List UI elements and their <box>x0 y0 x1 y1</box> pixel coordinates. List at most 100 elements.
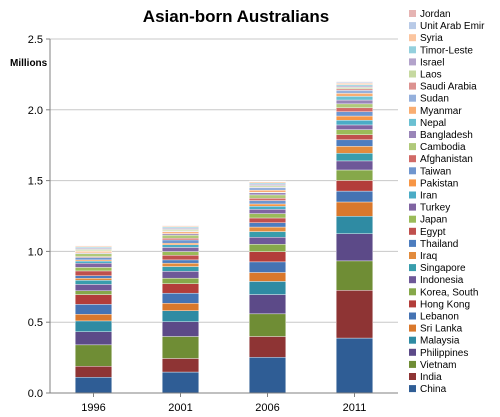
x-tick-label: 2011 <box>343 402 367 414</box>
legend-item: Afghanistan <box>409 154 473 165</box>
y-tick-label: 2.5 <box>28 34 43 46</box>
legend-label: Bangladesh <box>420 130 473 141</box>
legend-swatch <box>409 348 416 356</box>
bar-segment <box>249 336 286 358</box>
bar-segment <box>75 344 112 367</box>
bar-segment <box>336 216 373 234</box>
legend-item: Laos <box>409 70 442 81</box>
bar-segment <box>75 331 112 346</box>
bar-segment <box>162 251 199 256</box>
bar-segment <box>249 209 286 214</box>
bar-segment <box>162 271 199 279</box>
legend-label: Nepal <box>420 118 446 129</box>
bar-segment <box>162 238 199 241</box>
legend-item: Israel <box>409 57 444 68</box>
legend-label: Laos <box>420 70 442 81</box>
legend-item: Syria <box>409 33 443 44</box>
legend-item: China <box>409 384 447 395</box>
legend-item: Iraq <box>409 251 437 262</box>
legend-swatch <box>409 34 416 42</box>
bar-segment <box>75 260 112 264</box>
bar-segment <box>249 357 286 394</box>
legend-swatch <box>409 203 416 211</box>
bar-segment <box>75 290 112 295</box>
bar-segment <box>336 81 373 83</box>
bar-segment <box>336 107 373 112</box>
legend-label: Hong Kong <box>420 299 470 310</box>
bar-segment <box>75 304 112 315</box>
y-tick-label: 1.0 <box>28 246 43 258</box>
bar-segment <box>249 190 286 193</box>
bar-segment <box>249 272 286 282</box>
bar-segment <box>336 134 373 141</box>
x-tick-label: 1996 <box>81 402 105 414</box>
bar-segment <box>249 198 286 201</box>
bar-segment <box>75 320 112 332</box>
bar-segment <box>336 201 373 217</box>
bar-segment <box>249 244 286 252</box>
legend-swatch <box>409 336 416 344</box>
bar-segment <box>249 222 286 228</box>
bar-segment <box>336 146 373 154</box>
legend-label: Timor-Leste <box>420 45 473 56</box>
y-axis-label: Millions <box>10 58 48 69</box>
bar-segment <box>75 270 112 276</box>
bar-segment <box>75 284 112 291</box>
legend-swatch <box>409 373 416 380</box>
legend-swatch <box>409 131 416 138</box>
bar-segment <box>249 231 286 238</box>
bar-segment <box>336 290 373 339</box>
legend-swatch <box>409 10 416 17</box>
axes <box>46 38 398 397</box>
legend-label: Thailand <box>420 239 458 250</box>
legend-label: Korea, South <box>420 287 478 298</box>
bar-segment <box>336 139 373 147</box>
bar-segment <box>249 313 286 337</box>
bar-segment <box>162 259 199 264</box>
bar-segment <box>336 111 373 117</box>
bar-segment <box>336 120 373 126</box>
legend-label: Sudan <box>420 94 449 105</box>
chart-title: Asian-born Australians <box>143 7 329 26</box>
bar-segment <box>336 85 373 88</box>
bar-segment <box>162 242 199 245</box>
bar-segment <box>75 278 112 281</box>
legend-swatch <box>409 70 416 78</box>
y-tick-label: 1.5 <box>28 176 43 188</box>
legend-item: Egypt <box>409 227 446 238</box>
legend-swatch <box>409 94 416 102</box>
bar-segment <box>249 237 286 245</box>
legend-item: Nepal <box>409 118 446 129</box>
bar-segment <box>162 247 199 252</box>
legend-swatch <box>409 191 416 199</box>
legend-swatch <box>409 179 416 187</box>
bar-segment <box>249 213 286 219</box>
bar-segment <box>162 303 199 311</box>
legend-swatch <box>409 106 416 114</box>
legend-item: India <box>409 372 442 383</box>
legend-label: Pakistan <box>420 178 458 189</box>
bar-segment <box>162 266 199 272</box>
legend-swatch <box>409 155 416 163</box>
bar-segment <box>249 187 286 191</box>
legend-swatch <box>409 118 416 126</box>
legend-swatch <box>409 22 416 30</box>
bar-segment <box>162 321 199 337</box>
bar-segment <box>75 253 112 257</box>
bar-segment <box>336 233 373 262</box>
legend-label: Iraq <box>420 251 437 262</box>
legend-label: Lebanon <box>420 312 459 323</box>
x-tick-label: 2006 <box>255 402 279 414</box>
legend-swatch <box>409 312 416 320</box>
bar-segment <box>75 314 112 322</box>
legend-item: Myanmar <box>409 106 462 117</box>
bar-segment <box>75 275 112 279</box>
legend-item: Korea, South <box>409 287 478 298</box>
bar-segment <box>336 180 373 192</box>
legend-label: India <box>420 372 442 383</box>
legend-swatch <box>409 324 416 332</box>
bar-segment <box>336 169 373 181</box>
legend-swatch <box>409 167 416 175</box>
legend-swatch <box>409 58 416 66</box>
